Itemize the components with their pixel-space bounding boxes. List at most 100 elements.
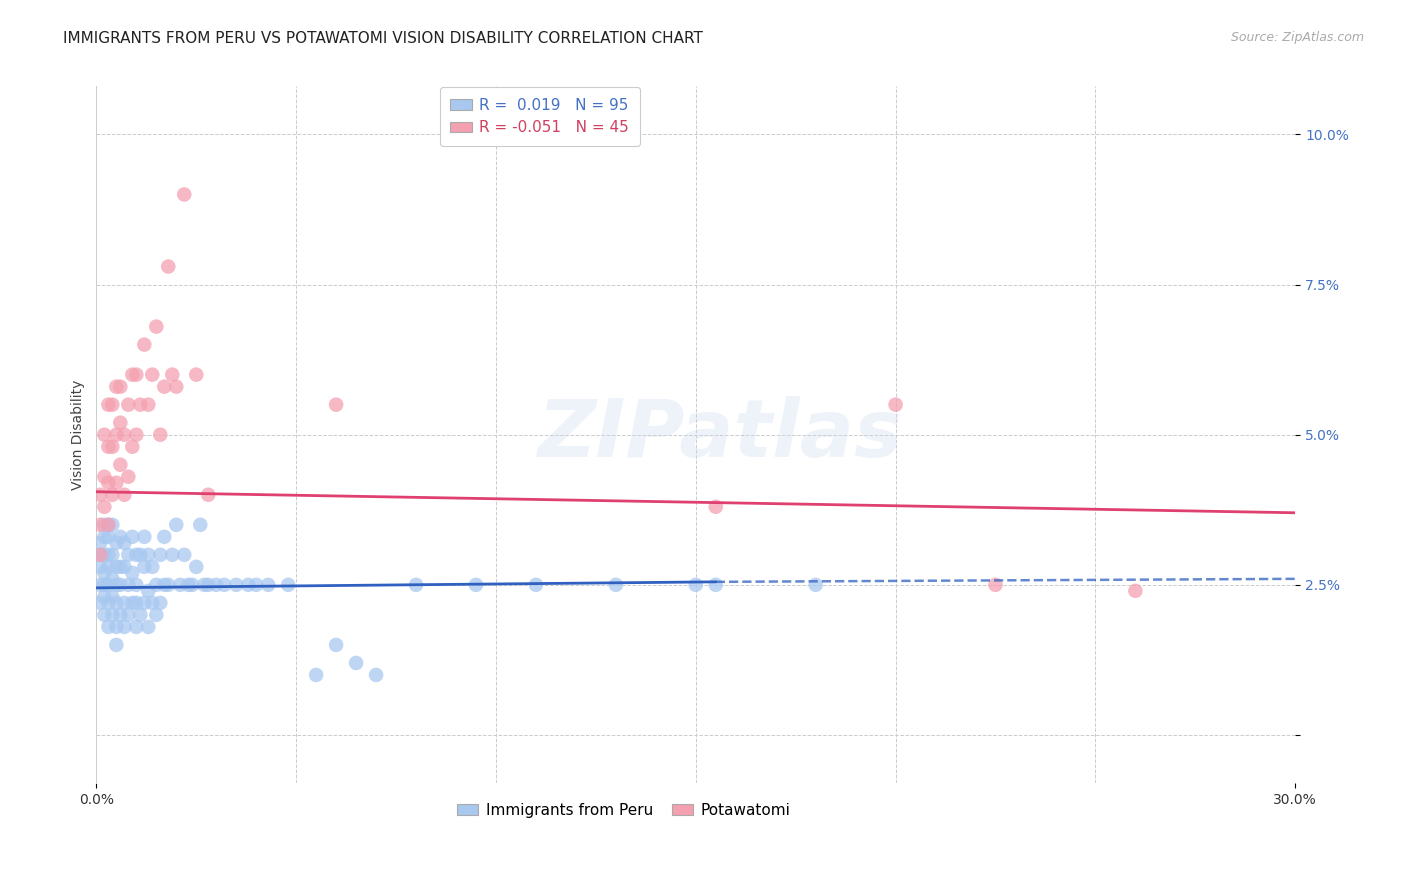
- Point: [97, 398, 120, 412]
- Point: [136, 398, 159, 412]
- Point: [93, 578, 115, 592]
- Point: [129, 607, 152, 622]
- Point: [105, 596, 128, 610]
- Point: [125, 578, 148, 592]
- Point: [704, 578, 727, 592]
- Point: [188, 517, 211, 532]
- Point: [704, 500, 727, 514]
- Point: [97, 475, 120, 490]
- Point: [97, 530, 120, 544]
- Point: [257, 578, 280, 592]
- Point: [165, 517, 187, 532]
- Point: [181, 578, 204, 592]
- Point: [804, 578, 827, 592]
- Point: [110, 379, 132, 393]
- Point: [117, 398, 139, 412]
- Point: [97, 517, 120, 532]
- Point: [105, 427, 128, 442]
- Point: [101, 590, 124, 604]
- Point: [136, 548, 159, 562]
- Point: [97, 548, 120, 562]
- Point: [97, 559, 120, 574]
- Point: [93, 607, 115, 622]
- Point: [89, 559, 111, 574]
- Point: [173, 187, 195, 202]
- Point: [153, 530, 176, 544]
- Point: [136, 620, 159, 634]
- Point: [105, 638, 128, 652]
- Point: [153, 379, 176, 393]
- Point: [89, 488, 111, 502]
- Point: [197, 578, 219, 592]
- Point: [465, 578, 488, 592]
- Point: [101, 517, 124, 532]
- Point: [524, 578, 547, 592]
- Point: [101, 572, 124, 586]
- Point: [325, 398, 347, 412]
- Point: [225, 578, 247, 592]
- Point: [134, 559, 156, 574]
- Point: [93, 427, 115, 442]
- Point: [212, 578, 235, 592]
- Point: [165, 379, 187, 393]
- Point: [89, 536, 111, 550]
- Point: [110, 559, 132, 574]
- Point: [134, 596, 156, 610]
- Point: [605, 578, 627, 592]
- Point: [93, 590, 115, 604]
- Point: [112, 427, 135, 442]
- Point: [110, 458, 132, 472]
- Point: [101, 398, 124, 412]
- Point: [112, 559, 135, 574]
- Point: [101, 440, 124, 454]
- Point: [121, 530, 143, 544]
- Point: [89, 548, 111, 562]
- Point: [101, 548, 124, 562]
- Point: [121, 368, 143, 382]
- Point: [110, 416, 132, 430]
- Point: [117, 469, 139, 483]
- Point: [245, 578, 267, 592]
- Point: [134, 530, 156, 544]
- Point: [93, 500, 115, 514]
- Point: [173, 548, 195, 562]
- Point: [177, 578, 200, 592]
- Point: [110, 578, 132, 592]
- Point: [344, 656, 367, 670]
- Point: [238, 578, 260, 592]
- Point: [277, 578, 299, 592]
- Point: [125, 368, 148, 382]
- Point: [89, 517, 111, 532]
- Point: [129, 548, 152, 562]
- Point: [305, 668, 328, 682]
- Point: [984, 578, 1007, 592]
- Point: [93, 548, 115, 562]
- Point: [149, 596, 172, 610]
- Point: [405, 578, 427, 592]
- Point: [136, 583, 159, 598]
- Text: ZIPatlas: ZIPatlas: [537, 396, 903, 474]
- Point: [121, 566, 143, 580]
- Point: [110, 530, 132, 544]
- Point: [105, 536, 128, 550]
- Point: [93, 469, 115, 483]
- Point: [193, 578, 215, 592]
- Point: [93, 566, 115, 580]
- Point: [93, 530, 115, 544]
- Point: [121, 596, 143, 610]
- Point: [112, 620, 135, 634]
- Point: [149, 427, 172, 442]
- Point: [117, 548, 139, 562]
- Point: [117, 607, 139, 622]
- Point: [110, 607, 132, 622]
- Point: [1125, 583, 1147, 598]
- Point: [162, 548, 184, 562]
- Point: [97, 620, 120, 634]
- Text: Source: ZipAtlas.com: Source: ZipAtlas.com: [1230, 31, 1364, 45]
- Point: [141, 596, 163, 610]
- Point: [93, 517, 115, 532]
- Point: [112, 488, 135, 502]
- Point: [169, 578, 191, 592]
- Point: [101, 488, 124, 502]
- Point: [121, 440, 143, 454]
